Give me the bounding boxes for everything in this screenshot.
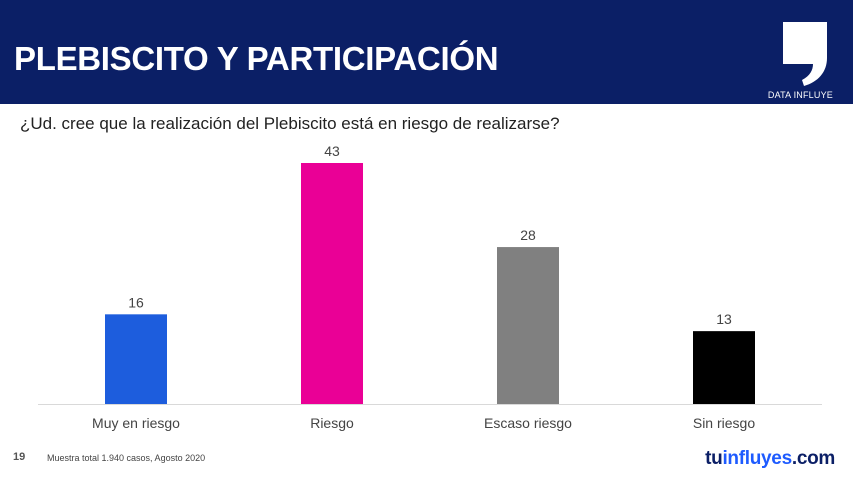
data-label-1: 16	[128, 294, 144, 310]
sample-footnote: Muestra total 1.940 casos, Agosto 2020	[47, 453, 206, 463]
category-label-2: Riesgo	[310, 415, 354, 431]
bar-4	[693, 331, 755, 404]
data-label-2: 43	[324, 143, 340, 159]
comma-quote-icon	[783, 22, 827, 86]
bar-3	[497, 247, 559, 404]
bar-chart: 16 Muy en riesgo 43 Riesgo 28 Escaso riesgo 13…	[38, 143, 822, 431]
brand-logo: tuinfluyes.com	[705, 448, 835, 470]
bar-2	[301, 163, 363, 404]
data-label-4: 13	[716, 311, 732, 327]
category-label-3: Escaso riesgo	[484, 415, 572, 431]
brand-part-tu: tu	[705, 448, 723, 469]
category-label-1: Muy en riesgo	[92, 415, 180, 431]
data-label-3: 28	[520, 227, 536, 243]
logo-caption: DATA INFLUYE	[767, 90, 833, 100]
chart-question: ¿Ud. cree que la realización del Plebisc…	[20, 114, 560, 133]
brand-part-influyes: influyes	[722, 448, 792, 469]
brand-part-com: .com	[791, 448, 835, 469]
page-number: 19	[13, 451, 26, 463]
header-bar: PLEBISCITO Y PARTICIPACIÓN DATA INFLUYE	[0, 0, 853, 104]
category-label-4: Sin riesgo	[693, 415, 755, 431]
page-title: PLEBISCITO Y PARTICIPACIÓN	[14, 40, 499, 77]
bar-1	[105, 314, 167, 404]
